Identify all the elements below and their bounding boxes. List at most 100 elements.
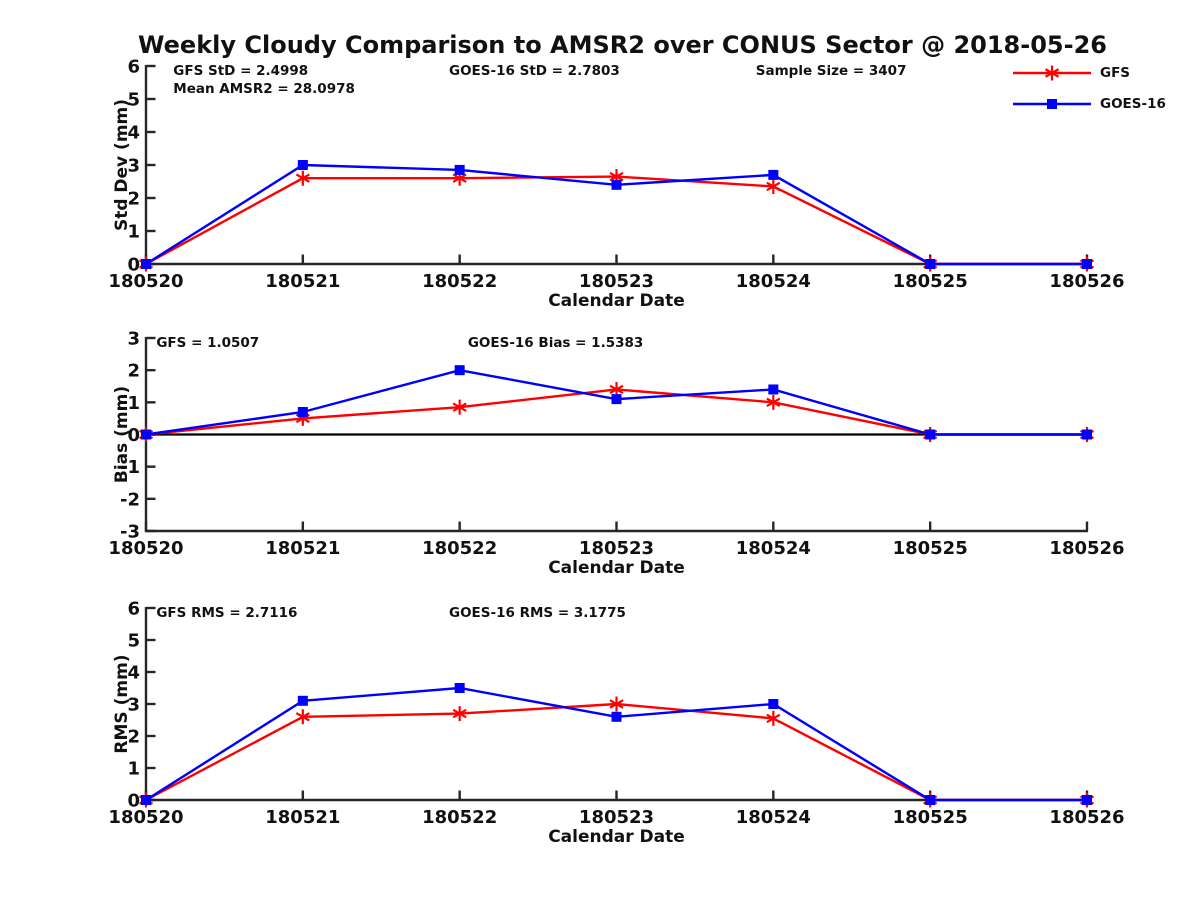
gfs-series (138, 381, 1095, 442)
goes-16-series (141, 683, 1092, 805)
y-tick-label: -2 (120, 489, 140, 510)
goes-16-square-marker (454, 365, 465, 376)
annotation: GOES-16 RMS = 3.1775 (449, 605, 626, 621)
y-axis-label: RMS (mm) (112, 654, 132, 753)
gfs-star-marker (295, 709, 310, 725)
x-tick-label: 180524 (736, 807, 811, 828)
figure-title: Weekly Cloudy Comparison to AMSR2 over C… (138, 31, 1107, 59)
x-tick-label: 180522 (422, 807, 497, 828)
goes-16-series (141, 365, 1092, 440)
x-tick-label: 180523 (579, 271, 654, 292)
y-tick-label: 4 (127, 123, 140, 144)
goes-16-square-marker (611, 179, 622, 190)
legend-item-gfs: GFS (1012, 63, 1166, 83)
goes-16-square-marker (611, 394, 622, 405)
goes-16-square-marker (925, 795, 936, 805)
y-tick-label: 1 (127, 759, 140, 780)
x-tick-label: 180524 (736, 538, 811, 559)
goes-16-square-marker (297, 406, 308, 417)
goes-16-square-marker (768, 169, 779, 180)
annotation: Sample Size = 3407 (756, 63, 907, 79)
star-marker-icon (1044, 65, 1060, 81)
y-tick-label: 6 (127, 57, 140, 78)
y-tick-label: -1 (120, 457, 140, 478)
x-axis-label: Calendar Date (548, 558, 685, 578)
y-tick-label: 1 (127, 393, 140, 414)
x-tick-label: 180522 (422, 271, 497, 292)
goes-16-square-marker (925, 429, 936, 440)
y-tick-label: 2 (127, 727, 140, 748)
y-tick-label: 0 (127, 425, 140, 446)
annotation: GFS = 1.0507 (156, 335, 259, 351)
goes-16-square-marker (454, 683, 465, 693)
annotation: GOES-16 Bias = 1.5383 (468, 335, 643, 351)
y-tick-label: 3 (127, 329, 140, 350)
goes-16-square-marker (1082, 795, 1092, 805)
goes-16-square-marker (141, 429, 151, 440)
x-tick-label: 180521 (265, 538, 340, 559)
legend-item-goes-16: GOES-16 (1012, 94, 1166, 114)
goes-16-square-marker (768, 384, 779, 395)
y-tick-label: 1 (127, 222, 140, 243)
goes-16-line-swatch (1013, 99, 1091, 109)
x-tick-label: 180525 (893, 271, 968, 292)
goes-16-square-marker (1082, 429, 1092, 440)
annotation: Mean AMSR2 = 28.0978 (173, 81, 355, 97)
x-tick-label: 180522 (422, 538, 497, 559)
x-tick-label: 180521 (265, 271, 340, 292)
subplot-bias: -3 -2 -1 0 1 2 3 180520 180521 180522 180523 180524… (108, 329, 1124, 579)
y-tick-label: 6 (127, 599, 140, 620)
x-tick-label: 180526 (1049, 271, 1124, 292)
gfs-star-marker (766, 394, 781, 410)
y-tick-label: 5 (127, 90, 140, 111)
legend: GFS GOES-16 (1012, 63, 1166, 114)
gfs-line-swatch (1013, 65, 1091, 81)
annotation: GOES-16 StD = 2.7803 (449, 63, 620, 79)
x-tick-label: 180526 (1049, 538, 1124, 559)
y-tick-label: 5 (127, 631, 140, 652)
x-axis-label: Calendar Date (548, 827, 685, 847)
y-tick-label: 3 (127, 695, 140, 716)
y-axis-label: Bias (mm) (112, 386, 132, 483)
y-axis-label: Std Dev (mm) (112, 99, 132, 231)
goes-16-square-marker (768, 699, 779, 709)
x-tick-label: 180524 (736, 271, 811, 292)
x-tick-label: 180521 (265, 807, 340, 828)
annotation: GFS RMS = 2.7116 (156, 605, 297, 621)
gfs-star-marker (766, 178, 781, 194)
gfs-star-marker (295, 170, 310, 186)
x-axis-label: Calendar Date (548, 291, 685, 311)
goes-16-square-marker (297, 160, 308, 170)
gfs-star-marker (452, 399, 467, 415)
goes-16-square-marker (454, 164, 465, 175)
x-tick-label: 180520 (108, 807, 183, 828)
legend-label: GOES-16 (1100, 96, 1166, 112)
subplot-rms: 0 1 2 3 4 5 6 180520 180521 180522 180523 180524 180… (108, 599, 1124, 848)
goes-16-square-marker (141, 795, 151, 805)
x-tick-label: 180523 (579, 807, 654, 828)
y-tick-label: 0 (127, 791, 140, 812)
x-tick-label: 180520 (108, 538, 183, 559)
y-tick-label: 2 (127, 361, 140, 382)
x-tick-label: 180525 (893, 807, 968, 828)
goes-16-square-marker (141, 259, 151, 269)
goes-16-square-marker (1082, 259, 1092, 269)
square-marker-icon (1047, 99, 1057, 109)
subplot-std: 0 1 2 3 4 5 6 180520 180521 180522 180523 180524 180… (108, 57, 1124, 312)
annotation: GFS StD = 2.4998 (173, 63, 308, 79)
goes-16-square-marker (925, 259, 936, 269)
goes-16-series (141, 160, 1092, 269)
legend-label: GFS (1100, 65, 1131, 81)
goes-16-square-marker (611, 711, 622, 722)
y-tick-label: 3 (127, 156, 140, 177)
gfs-star-marker (766, 710, 781, 726)
y-tick-label: 4 (127, 663, 140, 684)
y-tick-label: -3 (120, 522, 140, 543)
gfs-star-marker (452, 706, 467, 722)
x-tick-label: 180520 (108, 271, 183, 292)
x-tick-label: 180526 (1049, 807, 1124, 828)
x-tick-label: 180525 (893, 538, 968, 559)
gfs-star-marker (609, 696, 624, 712)
